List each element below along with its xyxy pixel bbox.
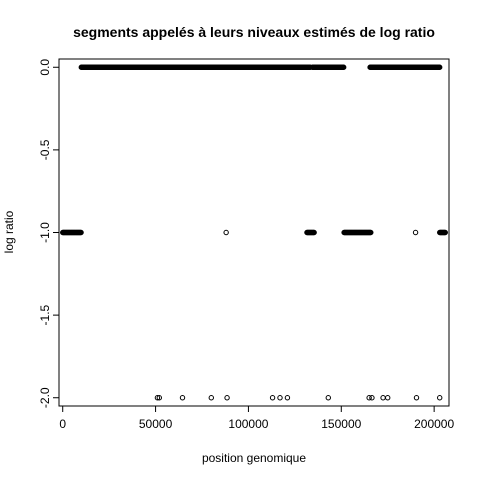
data-point — [380, 395, 386, 401]
y-axis: 0.0 -0.5 -1.0 -1.5 -2.0 — [38, 59, 59, 408]
x-tick-label: 200000 — [414, 417, 454, 431]
y-tick-label: -0.5 — [38, 139, 52, 160]
y-tick-label: -1.5 — [38, 304, 52, 325]
data-point — [413, 395, 420, 401]
data-point — [437, 64, 443, 70]
y-tick-label: -2.0 — [38, 387, 52, 408]
data-point — [368, 229, 374, 236]
x-tick-label: 150000 — [321, 417, 361, 431]
data-point — [78, 229, 84, 236]
data-point — [369, 395, 375, 401]
chart-title: segments appelés à leurs niveaux estimés… — [73, 24, 435, 40]
x-axis: 0 50000 100000 150000 200000 — [59, 406, 454, 431]
data-point — [269, 395, 276, 401]
y-tick-label: 0.0 — [38, 59, 52, 76]
data-points — [60, 64, 448, 401]
data-point — [277, 395, 283, 401]
x-axis-label: position genomique — [202, 451, 306, 465]
data-point — [284, 395, 291, 401]
data-point — [224, 395, 230, 401]
data-point — [412, 229, 419, 236]
data-point — [442, 229, 448, 236]
data-point — [325, 395, 331, 401]
y-tick-label: -1.0 — [38, 222, 52, 243]
data-point — [179, 395, 186, 401]
data-point — [311, 229, 317, 236]
x-tick-label: 0 — [59, 417, 66, 431]
data-point — [156, 395, 162, 401]
data-point — [437, 395, 443, 401]
data-point — [341, 64, 347, 70]
y-axis-label: log ratio — [2, 210, 16, 253]
data-point — [385, 395, 391, 401]
plot-frame — [58, 58, 450, 407]
x-tick-label: 50000 — [139, 417, 173, 431]
data-point — [223, 229, 229, 236]
data-point — [208, 395, 214, 401]
data-point — [366, 395, 372, 401]
data-point — [154, 395, 161, 401]
x-tick-label: 100000 — [228, 417, 268, 431]
